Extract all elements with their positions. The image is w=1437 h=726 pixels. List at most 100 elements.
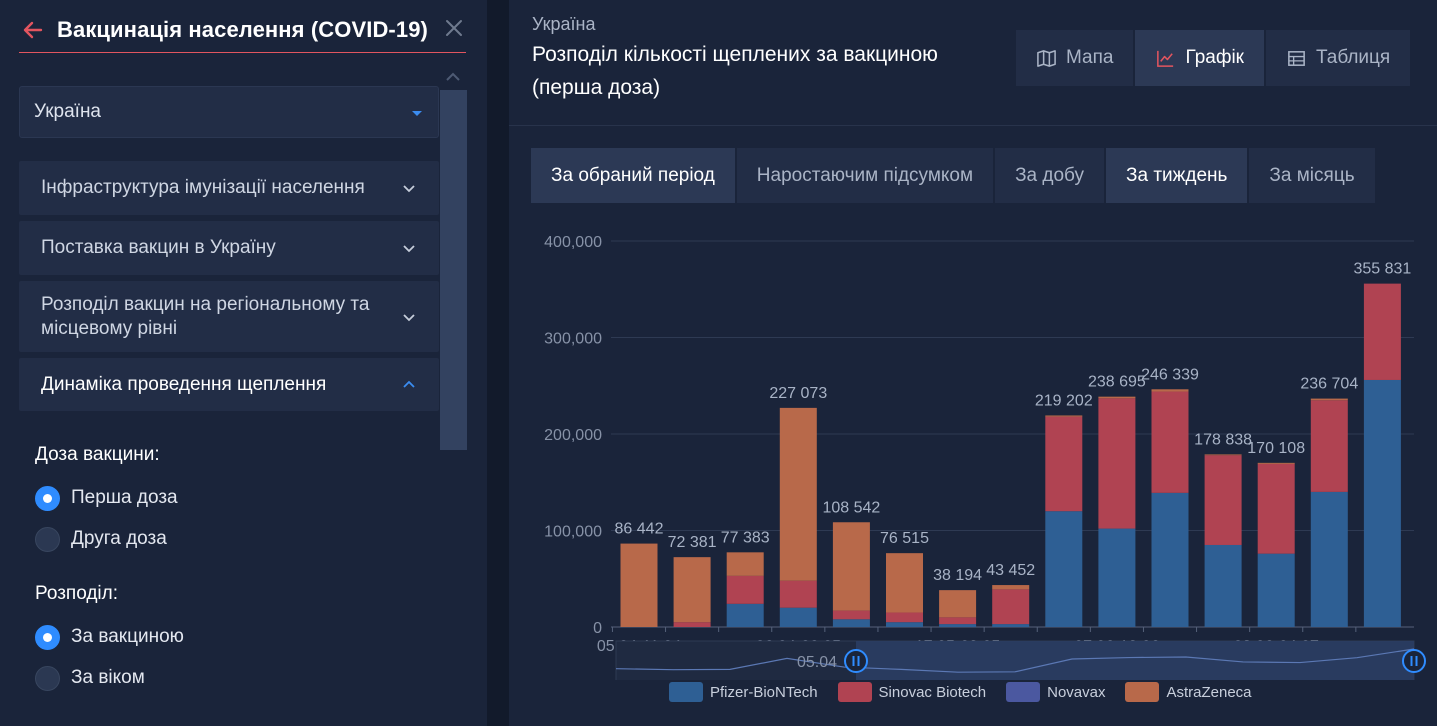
bar-segment — [1310, 400, 1348, 492]
radio-circle[interactable] — [35, 526, 60, 552]
chevron-down-icon — [403, 185, 415, 193]
legend-label: Pfizer-BioNTech — [710, 683, 818, 701]
y-tick-label: 100,000 — [544, 524, 602, 541]
legend-item[interactable]: AstraZeneca — [1125, 682, 1252, 702]
bar-segment — [886, 553, 923, 613]
tab-chart[interactable]: Графік — [1135, 30, 1264, 86]
section-label: Поставка вакцин в Україну — [41, 237, 276, 258]
bar-segment — [726, 552, 764, 576]
tab-monthly[interactable]: За місяць — [1249, 148, 1375, 203]
bar-segment — [1310, 398, 1348, 401]
radio-by-vaccine[interactable]: За вакциною — [35, 624, 184, 650]
tab-table-label: Таблиця — [1316, 47, 1391, 68]
bar-segment — [832, 610, 870, 620]
bar-segment — [779, 407, 817, 581]
tab-selected-period[interactable]: За обраний період — [531, 148, 735, 203]
legend-item[interactable]: Sinovac Biotech — [837, 682, 987, 702]
bar-segment — [726, 575, 764, 604]
bar-total-label: 355 831 — [1353, 261, 1411, 278]
bar-segment — [832, 522, 870, 611]
bar-segment — [1151, 389, 1189, 392]
sidebar-title: Вакцинація населення (COVID-19) — [57, 17, 428, 42]
radio-circle[interactable] — [35, 485, 60, 511]
radio-by-age[interactable]: За віком — [35, 665, 145, 691]
tab-table[interactable]: Таблиця — [1266, 30, 1411, 86]
radio-circle[interactable] — [35, 665, 60, 691]
bar-segment — [992, 585, 1030, 590]
radio-first-dose[interactable]: Перша доза — [35, 485, 178, 511]
bar-segment — [1257, 553, 1295, 627]
bar-total-label: 108 542 — [822, 499, 880, 516]
bar-total-label: 236 704 — [1300, 376, 1358, 393]
back-arrow-icon[interactable] — [21, 18, 45, 42]
bar-total-label: 76 515 — [880, 530, 929, 547]
bar-segment — [1204, 455, 1242, 545]
tab-weekly[interactable]: За тиждень — [1106, 148, 1248, 203]
radio-second-dose[interactable]: Друга доза — [35, 526, 167, 552]
bar-segment — [673, 622, 711, 627]
bar-total-label: 43 452 — [986, 562, 1035, 579]
section-label: Розподіл вакцин на регіональному та місц… — [41, 293, 370, 339]
bar-total-label: 77 383 — [721, 529, 770, 546]
bar-total-label: 170 108 — [1247, 440, 1305, 457]
range-slider-handle[interactable] — [844, 649, 868, 673]
legend-label: Novavax — [1047, 683, 1106, 701]
bar-segment — [939, 624, 977, 627]
y-tick-label: 0 — [593, 620, 602, 637]
legend-item[interactable]: Pfizer-BioNTech — [669, 682, 818, 702]
dose-group-label: Доза вакцини: — [35, 444, 160, 465]
section-immunization-infrastructure[interactable]: Інфраструктура імунізації населення — [19, 161, 439, 215]
map-icon — [1037, 49, 1056, 67]
bar-segment — [886, 612, 923, 623]
legend-swatch — [1006, 682, 1041, 702]
radio-label: Друга доза — [71, 528, 167, 549]
sidebar-scrollbar[interactable] — [440, 90, 467, 450]
bar-segment — [939, 590, 977, 618]
bar-total-label: 72 381 — [668, 534, 717, 551]
range-slider-preview — [615, 648, 1415, 673]
caret-down-icon — [412, 111, 422, 116]
sidebar: Вакцинація населення (COVID-19) Україна … — [0, 0, 487, 726]
chevron-down-icon — [403, 245, 415, 253]
legend-swatch — [837, 682, 872, 702]
bar-total-label: 86 442 — [615, 521, 664, 538]
chevron-down-icon — [403, 313, 415, 321]
tab-map[interactable]: Мапа — [1016, 30, 1134, 86]
radio-label: За вакциною — [71, 626, 184, 647]
bar-total-label: 238 695 — [1088, 374, 1146, 391]
chevron-up-icon — [403, 380, 415, 388]
tab-cumulative[interactable]: Наростаючим підсумком — [736, 148, 994, 203]
region-select[interactable]: Україна — [19, 86, 439, 138]
close-icon[interactable] — [444, 18, 464, 38]
main-panel: Україна Розподіл кількості щеплених за в… — [509, 0, 1437, 726]
bar-segment — [1257, 463, 1295, 554]
tab-daily[interactable]: За добу — [995, 148, 1105, 203]
section-vaccine-distribution[interactable]: Розподіл вакцин на регіональному та місц… — [19, 281, 439, 352]
tab-chart-label: Графік — [1185, 47, 1244, 68]
country-label: Україна — [532, 14, 596, 34]
bar-total-label: 227 073 — [769, 385, 827, 402]
chart-icon — [1157, 50, 1174, 67]
bar-segment — [1204, 544, 1242, 627]
view-switch: Мапа Графік Таблиця — [1016, 30, 1411, 86]
legend-item[interactable]: Novavax — [1006, 682, 1105, 702]
sidebar-header: Вакцинація населення (COVID-19) — [19, 8, 466, 53]
section-vaccination-dynamics[interactable]: Динаміка проведення щеплення — [19, 358, 439, 411]
bar-segment — [726, 603, 764, 627]
legend-label: Sinovac Biotech — [878, 683, 987, 701]
period-tabs: За обраний період Наростаючим підсумком … — [531, 148, 1375, 203]
y-tick-label: 200,000 — [544, 427, 602, 444]
range-slider-handle[interactable] — [1402, 649, 1426, 673]
radio-label: За віком — [71, 667, 145, 688]
section-vaccine-supply[interactable]: Поставка вакцин в Україну — [19, 221, 439, 275]
radio-circle[interactable] — [35, 624, 60, 650]
page-title: Розподіл кількості щеплених за вакциною … — [532, 43, 938, 99]
range-slider-start-label: 05.04 — [797, 654, 837, 671]
bar-segment — [620, 543, 658, 627]
legend-label: AstraZeneca — [1166, 683, 1252, 701]
scroll-up-icon[interactable] — [444, 68, 462, 86]
legend-swatch — [669, 682, 703, 702]
bar-total-label: 219 202 — [1035, 392, 1093, 409]
